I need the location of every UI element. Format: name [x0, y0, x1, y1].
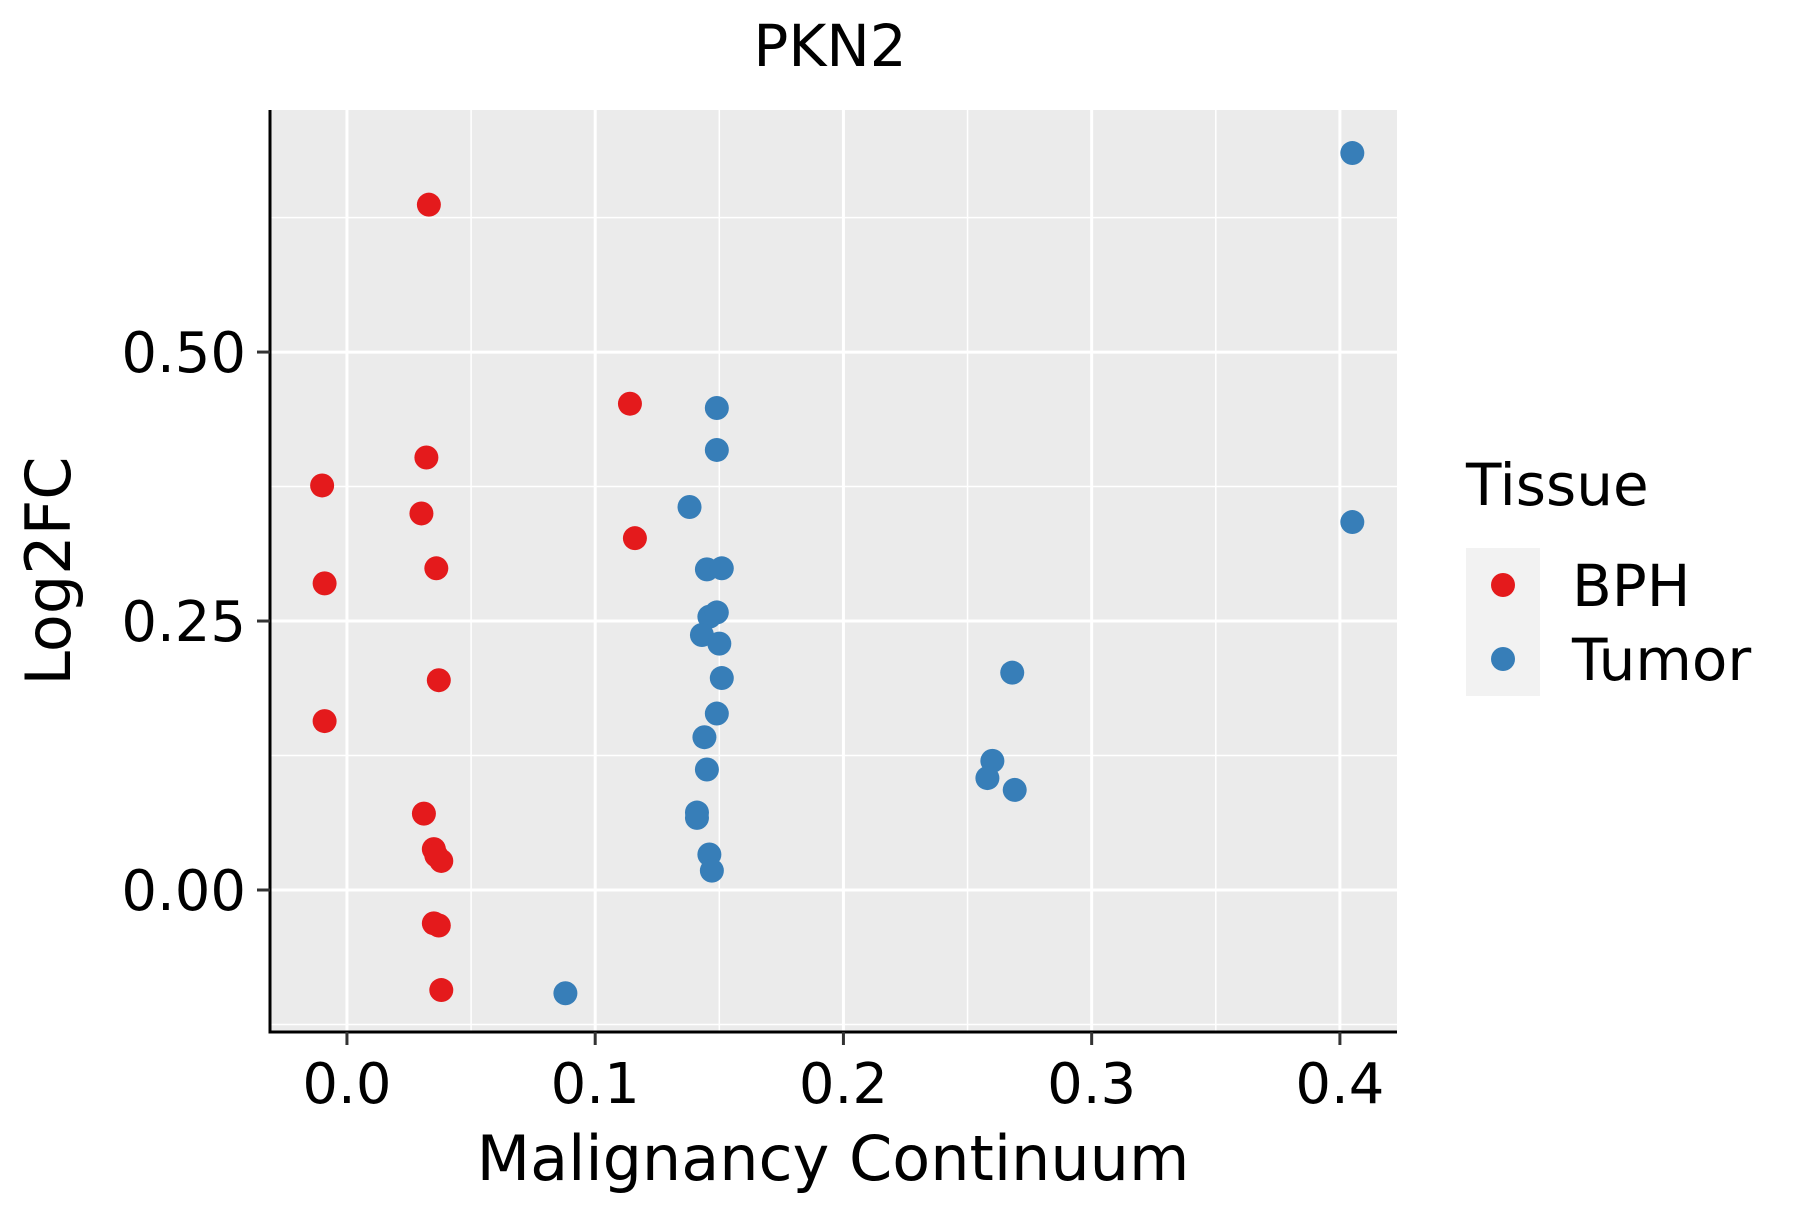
data-point-tumor [704, 600, 729, 625]
x-axis-label: Malignancy Continuum [477, 1122, 1190, 1195]
data-point-tumor [704, 396, 729, 421]
data-points [310, 141, 1365, 1006]
chart-title: PKN2 [753, 12, 906, 80]
data-point-tumor [553, 981, 578, 1006]
data-point-tumor [1340, 141, 1365, 166]
data-point-tumor [694, 757, 719, 782]
data-point-bph [426, 668, 451, 693]
data-point-bph [416, 192, 441, 217]
data-point-tumor [709, 556, 734, 581]
x-tick-label: 0.4 [1295, 1052, 1384, 1117]
data-point-tumor [1000, 660, 1025, 685]
y-tick-label: 0.00 [121, 859, 246, 924]
data-point-bph [312, 571, 337, 596]
data-point-tumor [684, 805, 709, 830]
data-point-bph [622, 526, 647, 551]
y-tick-label: 0.25 [121, 590, 246, 655]
data-point-tumor [677, 494, 702, 519]
y-axis-ticks: 0.00 0.25 0.50 [121, 321, 270, 924]
data-point-bph [424, 556, 449, 581]
data-point-bph [617, 391, 642, 416]
data-point-tumor [707, 631, 732, 656]
data-point-tumor [975, 766, 1000, 791]
grid-minor [270, 110, 1397, 1032]
plot-panel [270, 110, 1397, 1032]
x-tick-label: 0.2 [799, 1052, 888, 1117]
data-point-bph [429, 848, 454, 873]
data-point-tumor [704, 437, 729, 462]
legend-label-bph: BPH [1572, 552, 1690, 620]
legend-key-bph [1491, 573, 1515, 597]
data-point-tumor [709, 666, 734, 691]
data-point-tumor [699, 858, 724, 883]
data-point-bph [414, 445, 439, 470]
grid-major [270, 110, 1397, 1032]
data-point-bph [310, 473, 335, 498]
legend-key-background [1466, 548, 1540, 696]
data-point-bph [312, 709, 337, 734]
x-tick-label: 0.3 [1047, 1052, 1136, 1117]
x-tick-label: 0.0 [302, 1052, 391, 1117]
x-axis-ticks: 0.0 0.1 0.2 0.3 0.4 [302, 1032, 1384, 1117]
y-axis-label: Log2FC [12, 456, 85, 685]
x-tick-label: 0.1 [551, 1052, 640, 1117]
data-point-tumor [1340, 510, 1365, 535]
legend-label-tumor: Tumor [1571, 626, 1751, 694]
data-point-tumor [1002, 777, 1027, 802]
legend: Tissue BPH Tumor [1465, 451, 1751, 696]
data-point-bph [429, 978, 454, 1003]
data-point-tumor [704, 701, 729, 726]
data-point-tumor [692, 725, 717, 750]
data-point-bph [426, 913, 451, 938]
y-tick-label: 0.50 [121, 321, 246, 386]
data-point-bph [409, 501, 434, 526]
legend-title: Tissue [1465, 451, 1649, 519]
legend-key-tumor [1491, 647, 1515, 671]
data-point-bph [411, 801, 436, 826]
